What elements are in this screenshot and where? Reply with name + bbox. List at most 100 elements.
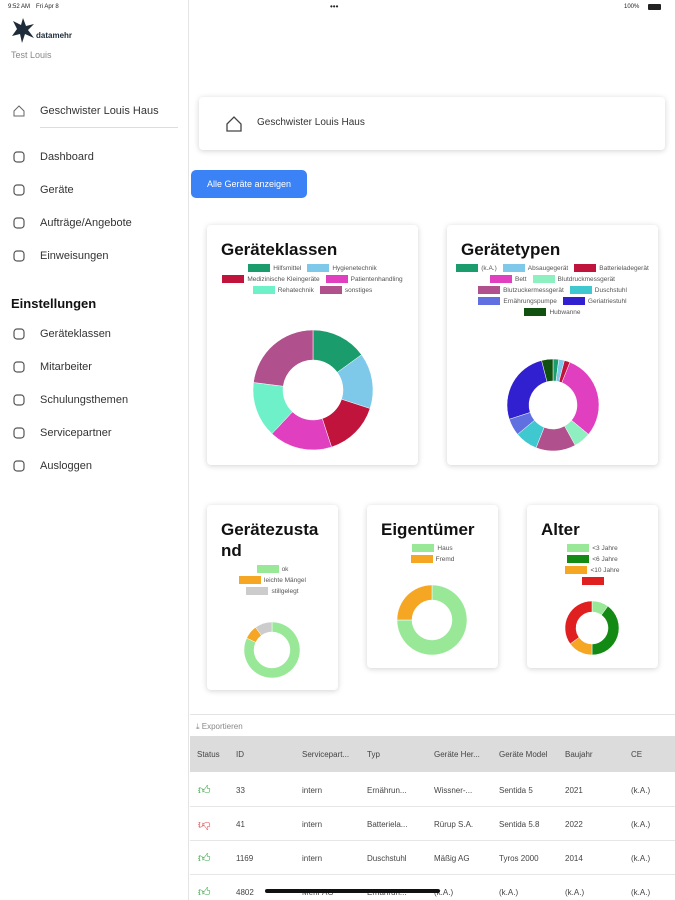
chart-card: Eigentümer Haus Fremd (367, 505, 498, 668)
table-cell: 2014 (565, 854, 583, 863)
donut (564, 600, 620, 656)
nav-item[interactable]: Ausloggen (12, 459, 92, 473)
chart-title: Alter (541, 520, 580, 539)
legend-item: Patientenhandling (325, 275, 403, 283)
legend-swatch (239, 576, 262, 584)
legend-swatch (478, 297, 501, 305)
column-header: CE (631, 750, 643, 759)
show-all-button[interactable]: Alle Geräte anzeigen (191, 170, 307, 198)
legend-item: Hubwanne (524, 308, 581, 316)
legend-item: Bett (489, 275, 527, 283)
donut-segment (253, 329, 314, 387)
donut (252, 329, 374, 451)
logo (12, 18, 34, 43)
nav-label: Geräte (40, 184, 74, 196)
date: Fri Apr 8 (36, 4, 59, 10)
legend-swatch (412, 544, 435, 552)
chart-card: Alter <3 Jahre <6 Jahre <10 Jahre (527, 505, 658, 668)
table-cell: Sentida 5.8 (499, 820, 540, 829)
status-icon: 👍︎ (198, 783, 211, 797)
nav-item[interactable]: Aufträge/Angebote (12, 216, 132, 230)
table-cell: 4802 (236, 888, 254, 897)
legend-swatch (319, 286, 342, 294)
chart-title: Eigentümer (381, 520, 475, 539)
icon-shape (13, 151, 25, 163)
legend-swatch (502, 264, 525, 272)
legend-item: Rehatechnik (252, 286, 314, 294)
donut (506, 358, 600, 452)
legend-swatch (567, 555, 590, 563)
legend-label: Haus (437, 544, 453, 552)
table-cell: Mäßig AG (434, 854, 470, 863)
legend-label: <6 Jahre (592, 555, 618, 563)
icon-shape (13, 427, 25, 439)
legend-swatch (562, 297, 585, 305)
nav-item[interactable]: Geräte (12, 183, 74, 197)
home-indicator (265, 889, 440, 893)
legend-swatch (307, 264, 330, 272)
status-icon: 👍︎ (198, 851, 211, 865)
table-cell: (k.A.) (565, 888, 585, 897)
battery: 100% (624, 4, 640, 10)
export-label: Exportieren (201, 722, 243, 731)
chart-title: Geräteklassen (221, 240, 338, 259)
icon-shape (13, 217, 25, 229)
legend-label: Duschstuhl (594, 286, 627, 294)
icon-shape (13, 361, 25, 373)
nav-label: Servicepartner (40, 427, 112, 439)
donut-segment (591, 605, 620, 656)
legend-swatch (581, 577, 604, 585)
chart-card: Gerätezustand ok leichte Mängel stillgelegt (207, 505, 338, 690)
legend-label: Patientenhandling (350, 275, 403, 283)
table-cell: (k.A.) (631, 820, 651, 829)
icon-shape (13, 328, 25, 340)
nav-label: Schulungsthemen (40, 394, 129, 406)
donut-segment (396, 584, 468, 656)
nav-item[interactable]: Servicepartner (12, 426, 112, 440)
table-cell: intern (302, 854, 323, 863)
nav-item[interactable]: Geräteklassen (12, 327, 111, 341)
legend-item: stillgelegt (246, 587, 299, 595)
legend-swatch (524, 308, 547, 316)
legend-label: Hubwanne (549, 308, 581, 316)
icon-shape (13, 460, 25, 472)
table-cell: (k.A.) (631, 854, 651, 863)
column-header: Typ (367, 750, 380, 759)
nav-item[interactable]: Einweisungen (12, 249, 109, 263)
location-item[interactable]: Geschwister Louis Haus (12, 104, 159, 118)
donut-segment (243, 621, 301, 679)
legend-item: (k.A.) (456, 264, 497, 272)
nav-icon (13, 184, 25, 196)
divider (190, 714, 675, 715)
legend-item (581, 577, 604, 585)
nav-icon (13, 460, 25, 472)
table-cell: Wissner-... (434, 786, 473, 795)
location: Geschwister Louis Haus (40, 105, 159, 117)
donut-segment (506, 360, 548, 420)
legend-item: Fremd (410, 555, 454, 563)
icon-shape (13, 184, 25, 196)
nav-item[interactable]: Mitarbeiter (12, 360, 92, 374)
column-header: Baujahr (565, 750, 593, 759)
export-button[interactable]: ⤓ Exportieren (196, 722, 243, 731)
nav-icon (13, 361, 25, 373)
brand: datamehr (36, 31, 73, 40)
chart-card: Gerätetypen (k.A.) Absaugegerät Batterielad… (447, 225, 658, 465)
legend-swatch (489, 275, 512, 283)
donut (243, 621, 301, 679)
legend-label: ok (281, 565, 289, 573)
legend-label: (k.A.) (481, 264, 497, 272)
legend-swatch (222, 275, 245, 283)
sidebar: datamehr Test Louis Geschwister Louis Ha… (0, 0, 189, 900)
nav-item[interactable]: Schulungsthemen (12, 393, 128, 407)
legend-item: leichte Mängel (239, 576, 306, 584)
table-cell: Tyros 2000 (499, 854, 539, 863)
divider (40, 127, 178, 128)
status-icon: 👍︎ (198, 885, 211, 899)
icon-shape (13, 250, 25, 262)
legend-swatch (456, 264, 479, 272)
nav-item[interactable]: Dashboard (12, 150, 94, 164)
legend-item: ok (256, 565, 289, 573)
table-cell: (k.A.) (499, 888, 519, 897)
legend-item: <3 Jahre (567, 544, 618, 552)
